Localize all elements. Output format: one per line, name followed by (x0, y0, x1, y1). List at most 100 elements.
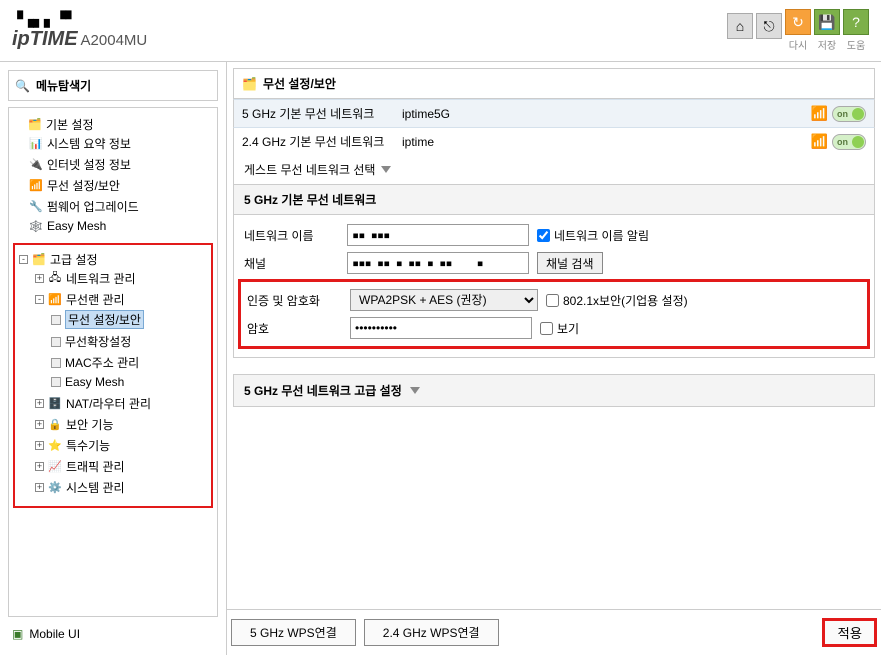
guest-network-selector[interactable]: 게스트 무선 네트워크 선택 (233, 155, 875, 185)
sidebar-title-label: 메뉴탐색기 (36, 77, 91, 94)
logout-icon: ⎋ (763, 18, 774, 35)
show-password-label: 보기 (557, 320, 579, 337)
tree-advanced-settings[interactable]: - 🗂️ 고급 설정 (19, 251, 207, 268)
row-password: 암호 보기 (247, 314, 861, 342)
expand-icon[interactable]: + (35, 462, 44, 471)
footer-buttons: 5 GHz WPS연결 2.4 GHz WPS연결 적용 (227, 609, 881, 655)
wifi-icon: 📶 (29, 179, 43, 193)
signal-icon: 📶 (811, 105, 828, 122)
node-icon (51, 315, 61, 325)
channel-search-button[interactable]: 채널 검색 (537, 252, 603, 274)
row-auth: 인증 및 암호화 WPA2PSK + AES (권장) 802.1x보안(기업용… (247, 286, 861, 314)
advanced-5g-section[interactable]: 5 GHz 무선 네트워크 고급 설정 (233, 374, 875, 407)
expand-icon[interactable]: + (35, 483, 44, 492)
help-icon: ? (852, 14, 860, 30)
tree-label: 네트워크 관리 (66, 270, 136, 287)
home-button[interactable]: ⌂ (727, 13, 753, 39)
nat-icon: 🗄️ (48, 397, 62, 411)
toggle-label: on (837, 137, 848, 147)
tree-basic-settings[interactable]: 🗂️ 기본 설정 (13, 116, 213, 133)
tree-item-system-summary[interactable]: 📊시스템 요약 정보 (29, 135, 213, 152)
8021x-label: 802.1x보안(기업용 설정) (563, 292, 688, 309)
save-button[interactable]: 💾 (814, 9, 840, 35)
node-icon (51, 377, 61, 387)
content-title: 🗂️ 무선 설정/보안 (233, 68, 875, 99)
network-24g-row[interactable]: 2.4 GHz 기본 무선 네트워크 iptime 📶 on (233, 128, 875, 155)
show-password-wrap[interactable]: 보기 (540, 320, 579, 337)
8021x-checkbox[interactable] (546, 294, 559, 307)
folder-icon: 🗂️ (28, 118, 42, 132)
lock-icon: 🔒 (48, 418, 62, 432)
row-channel: 채널 채널 검색 (244, 249, 864, 277)
tree-item-security[interactable]: + 🔒 보안 기능 (35, 416, 207, 433)
network-5g-row[interactable]: 5 GHz 기본 무선 네트워크 iptime5G 📶 on (233, 99, 875, 128)
tree-item-wireless-sec[interactable]: 무선 설정/보안 (51, 310, 207, 329)
show-password-checkbox[interactable] (540, 322, 553, 335)
tree-label: Easy Mesh (47, 219, 106, 233)
wps-24g-button[interactable]: 2.4 GHz WPS연결 (364, 619, 499, 646)
help-button[interactable]: ? (843, 9, 869, 35)
refresh-button[interactable]: ↻ (785, 9, 811, 35)
auth-label: 인증 및 암호화 (247, 292, 342, 309)
tree-label: 고급 설정 (50, 251, 98, 268)
apply-button[interactable]: 적용 (822, 618, 877, 647)
guest-label: 게스트 무선 네트워크 선택 (244, 161, 375, 178)
tree-label: 인터넷 설정 정보 (47, 156, 131, 173)
broadcast-label: 네트워크 이름 알림 (554, 227, 649, 244)
header-buttons: ⌂ ⎋ ↻ 다시 💾 저장 ? 도움 (727, 9, 869, 52)
wps-5g-button[interactable]: 5 GHz WPS연결 (231, 619, 356, 646)
gear-icon: ⚙️ (48, 481, 62, 495)
toggle-5g[interactable]: on (832, 106, 866, 122)
tree-item-mac-mgmt[interactable]: MAC주소 관리 (51, 354, 207, 371)
tree-item-wireless-mgmt[interactable]: -📶무선랜 관리 (35, 291, 207, 308)
tree-item-easymesh-adv[interactable]: Easy Mesh (51, 375, 207, 389)
tree-label: NAT/라우터 관리 (66, 395, 151, 412)
tree-item-traffic[interactable]: +📈트래픽 관리 (35, 458, 207, 475)
tree-item-system-mgmt[interactable]: +⚙️시스템 관리 (35, 479, 207, 496)
expand-icon[interactable]: + (35, 441, 44, 450)
tree-label: MAC주소 관리 (65, 354, 139, 371)
broadcast-checkbox[interactable] (537, 229, 550, 242)
tree-item-nat[interactable]: + 🗄️ NAT/라우터 관리 (35, 395, 207, 412)
collapse-icon[interactable]: - (35, 295, 44, 304)
tree-item-wireless-ext[interactable]: 무선확장설정 (51, 333, 207, 350)
collapse-icon[interactable]: - (19, 255, 28, 264)
channel-input[interactable] (347, 252, 529, 274)
tree-item-easymesh[interactable]: 🕸️ Easy Mesh (29, 219, 213, 233)
expand-icon[interactable]: + (35, 274, 44, 283)
tree-item-internet-info[interactable]: 🔌인터넷 설정 정보 (29, 156, 213, 173)
tree-item-network[interactable]: +🖧네트워크 관리 (35, 270, 207, 287)
network-name-label: 네트워크 이름 (244, 227, 339, 244)
toggle-24g[interactable]: on (832, 134, 866, 150)
password-label: 암호 (247, 320, 342, 337)
mobile-icon: ▣ (12, 627, 23, 641)
row-network-name: 네트워크 이름 네트워크 이름 알림 (244, 221, 864, 249)
tree-label: 보안 기능 (66, 416, 114, 433)
broadcast-checkbox-wrap[interactable]: 네트워크 이름 알림 (537, 227, 649, 244)
sidebar-title: 🔍 메뉴탐색기 (8, 70, 218, 101)
save-label: 저장 (818, 37, 836, 52)
mesh-icon: 🕸️ (29, 219, 43, 233)
network-name-input[interactable] (347, 224, 529, 246)
auth-select[interactable]: WPA2PSK + AES (권장) (350, 289, 538, 311)
advanced-5g-label: 5 GHz 무선 네트워크 고급 설정 (244, 382, 402, 399)
tree-label: 특수기능 (66, 437, 110, 454)
node-icon (51, 358, 61, 368)
tree-item-wireless-security[interactable]: 📶무선 설정/보안 (29, 177, 213, 194)
tree-item-firmware[interactable]: 🔧 펌웨어 업그레이드 (29, 198, 213, 215)
tree-label: 무선확장설정 (65, 333, 131, 350)
tree-label: 펌웨어 업그레이드 (47, 198, 139, 215)
8021x-checkbox-wrap[interactable]: 802.1x보안(기업용 설정) (546, 292, 688, 309)
password-input[interactable] (350, 317, 532, 339)
page-icon: 🗂️ (242, 77, 257, 91)
firmware-icon: 🔧 (29, 200, 43, 214)
expand-icon[interactable]: + (35, 399, 44, 408)
tree-item-special[interactable]: + ⭐ 특수기능 (35, 437, 207, 454)
menu-tree: 🗂️ 기본 설정 📊시스템 요약 정보 🔌인터넷 설정 정보 📶무선 설정/보안… (8, 107, 218, 617)
expand-icon[interactable]: + (35, 420, 44, 429)
mobile-ui-link[interactable]: ▣ Mobile UI (8, 621, 218, 647)
tree-label: 트래픽 관리 (66, 458, 125, 475)
star-icon: ⭐ (48, 439, 62, 453)
logo-area: ▝▗▖▖▝▘ ipTIMEA2004MU (12, 11, 147, 51)
logout-button[interactable]: ⎋ (756, 13, 782, 39)
